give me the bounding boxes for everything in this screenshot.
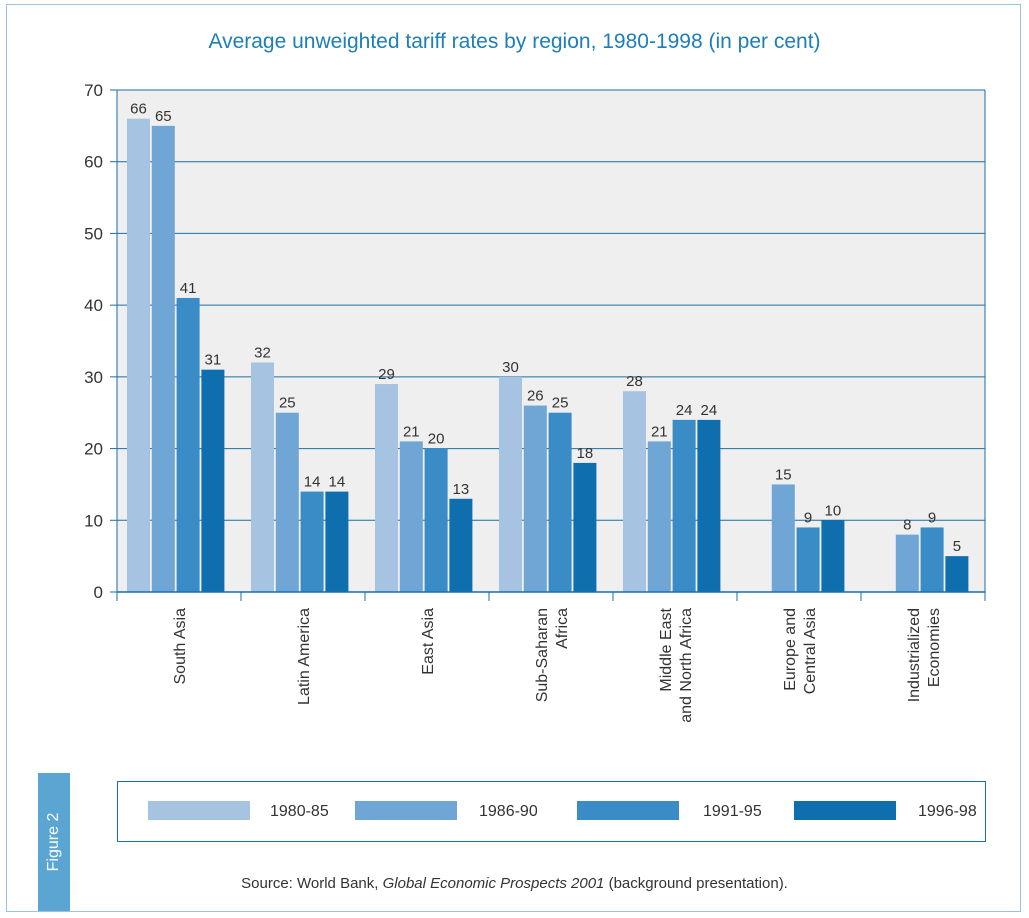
data-label-0-1996-98: 31 (205, 352, 222, 369)
x-category-label-0-0: South Asia (172, 608, 189, 685)
data-label-4-1980-85: 28 (626, 373, 643, 390)
figure-label: Figure 2 (45, 812, 62, 872)
x-category-label-1-0: Latin America (296, 608, 313, 705)
bar-0-1986-90 (151, 125, 175, 592)
y-tick-label-30: 30 (84, 368, 103, 387)
x-category-label-5-1: Central Asia (802, 608, 819, 694)
source-suffix: (background presentation). (608, 875, 788, 892)
bar-1-1980-85 (251, 362, 274, 592)
data-label-6-1996-98: 5 (953, 538, 961, 555)
y-tick-label-70: 70 (84, 81, 103, 100)
y-tick-label-40: 40 (84, 296, 103, 315)
legend-label-1991-95: 1991-95 (703, 803, 762, 820)
data-label-3-1996-98: 18 (577, 445, 594, 462)
x-category-label-3-0: Sub-Saharan (534, 608, 551, 702)
bar-6-1996-98 (945, 556, 969, 592)
bar-5-1996-98 (821, 520, 845, 592)
bar-1-1996-98 (325, 491, 349, 592)
data-label-1-1986-90: 25 (279, 395, 296, 412)
legend-swatch-1996-98 (794, 801, 896, 820)
source-title: Global Economic Prospects 2001 (382, 875, 605, 892)
bar-2-1991-95 (424, 448, 448, 592)
data-label-6-1986-90: 8 (903, 517, 911, 534)
data-label-5-1986-90: 15 (775, 466, 792, 483)
data-label-0-1980-85: 66 (130, 101, 147, 118)
data-label-2-1980-85: 29 (378, 366, 395, 383)
legend-swatch-1986-90 (355, 801, 457, 820)
legend-label-1996-98: 1996-98 (918, 803, 977, 820)
x-category-label-4-1: and North Africa (678, 608, 695, 723)
y-tick-label-50: 50 (84, 224, 103, 243)
bar-0-1980-85 (127, 118, 150, 592)
figure-tab: Figure 2 (38, 773, 70, 911)
data-label-2-1996-98: 13 (453, 481, 470, 498)
bar-3-1996-98 (573, 462, 597, 592)
legend: 1980-85 1986-90 1991-95 1996-98 (117, 781, 986, 842)
data-label-5-1991-95: 9 (804, 509, 812, 526)
bar-3-1980-85 (499, 376, 522, 592)
source-note: Source: World Bank, Global Economic Pros… (0, 875, 1029, 892)
bar-chart: 0 10 20 30 40 50 60 70 66 65 41 31 South Asia 32 25 14 1… (84, 81, 986, 723)
x-category-label-4-0: Middle East (658, 607, 675, 691)
bar-5-1986-90 (771, 484, 795, 592)
chart-title: Average unweighted tariff rates by regio… (208, 30, 821, 53)
bar-4-1991-95 (672, 419, 696, 592)
legend-swatch-1980-85 (148, 801, 250, 820)
y-tick-label-10: 10 (84, 511, 103, 530)
data-label-4-1996-98: 24 (701, 402, 718, 419)
bar-2-1980-85 (375, 384, 398, 592)
data-label-2-1986-90: 21 (403, 423, 420, 440)
bar-1-1986-90 (275, 412, 299, 592)
x-category-label-6-0: Industrialized (906, 608, 923, 702)
bar-3-1991-95 (548, 412, 572, 592)
y-tick-label-60: 60 (84, 153, 103, 172)
x-category-label-5-0: Europe and (782, 608, 799, 691)
bar-0-1996-98 (201, 369, 225, 592)
y-tick-label-20: 20 (84, 440, 103, 459)
data-label-0-1986-90: 65 (155, 108, 172, 125)
data-label-1-1991-95: 14 (304, 474, 321, 491)
data-label-2-1991-95: 20 (428, 431, 445, 448)
data-label-1-1996-98: 14 (329, 474, 346, 491)
bar-4-1980-85 (623, 391, 646, 592)
bar-2-1986-90 (399, 441, 423, 592)
legend-label-1980-85: 1980-85 (270, 803, 329, 820)
data-label-3-1980-85: 30 (502, 359, 519, 376)
data-label-5-1996-98: 10 (825, 502, 842, 519)
data-label-4-1991-95: 24 (676, 402, 693, 419)
bar-6-1986-90 (895, 534, 919, 592)
legend-label-1986-90: 1986-90 (479, 803, 538, 820)
bar-4-1986-90 (647, 441, 671, 592)
bar-1-1991-95 (300, 491, 324, 592)
bar-2-1996-98 (449, 498, 473, 592)
y-tick-label-0: 0 (94, 583, 103, 602)
data-label-3-1986-90: 26 (527, 388, 544, 405)
source-prefix: Source: World Bank, (241, 875, 379, 892)
data-label-6-1991-95: 9 (928, 509, 936, 526)
x-category-label-2-0: East Asia (420, 608, 437, 675)
data-label-0-1991-95: 41 (180, 280, 197, 297)
bar-0-1991-95 (176, 297, 200, 592)
data-label-3-1991-95: 25 (552, 395, 569, 412)
x-category-label-6-1: Economies (926, 608, 943, 687)
data-label-4-1986-90: 21 (651, 423, 668, 440)
data-label-1-1980-85: 32 (254, 345, 271, 362)
bar-6-1991-95 (920, 527, 944, 592)
x-category-label-3-1: Africa (554, 608, 571, 649)
bar-3-1986-90 (523, 405, 547, 592)
bar-5-1991-95 (796, 527, 820, 592)
legend-swatch-1991-95 (577, 801, 679, 820)
bar-4-1996-98 (697, 419, 721, 592)
